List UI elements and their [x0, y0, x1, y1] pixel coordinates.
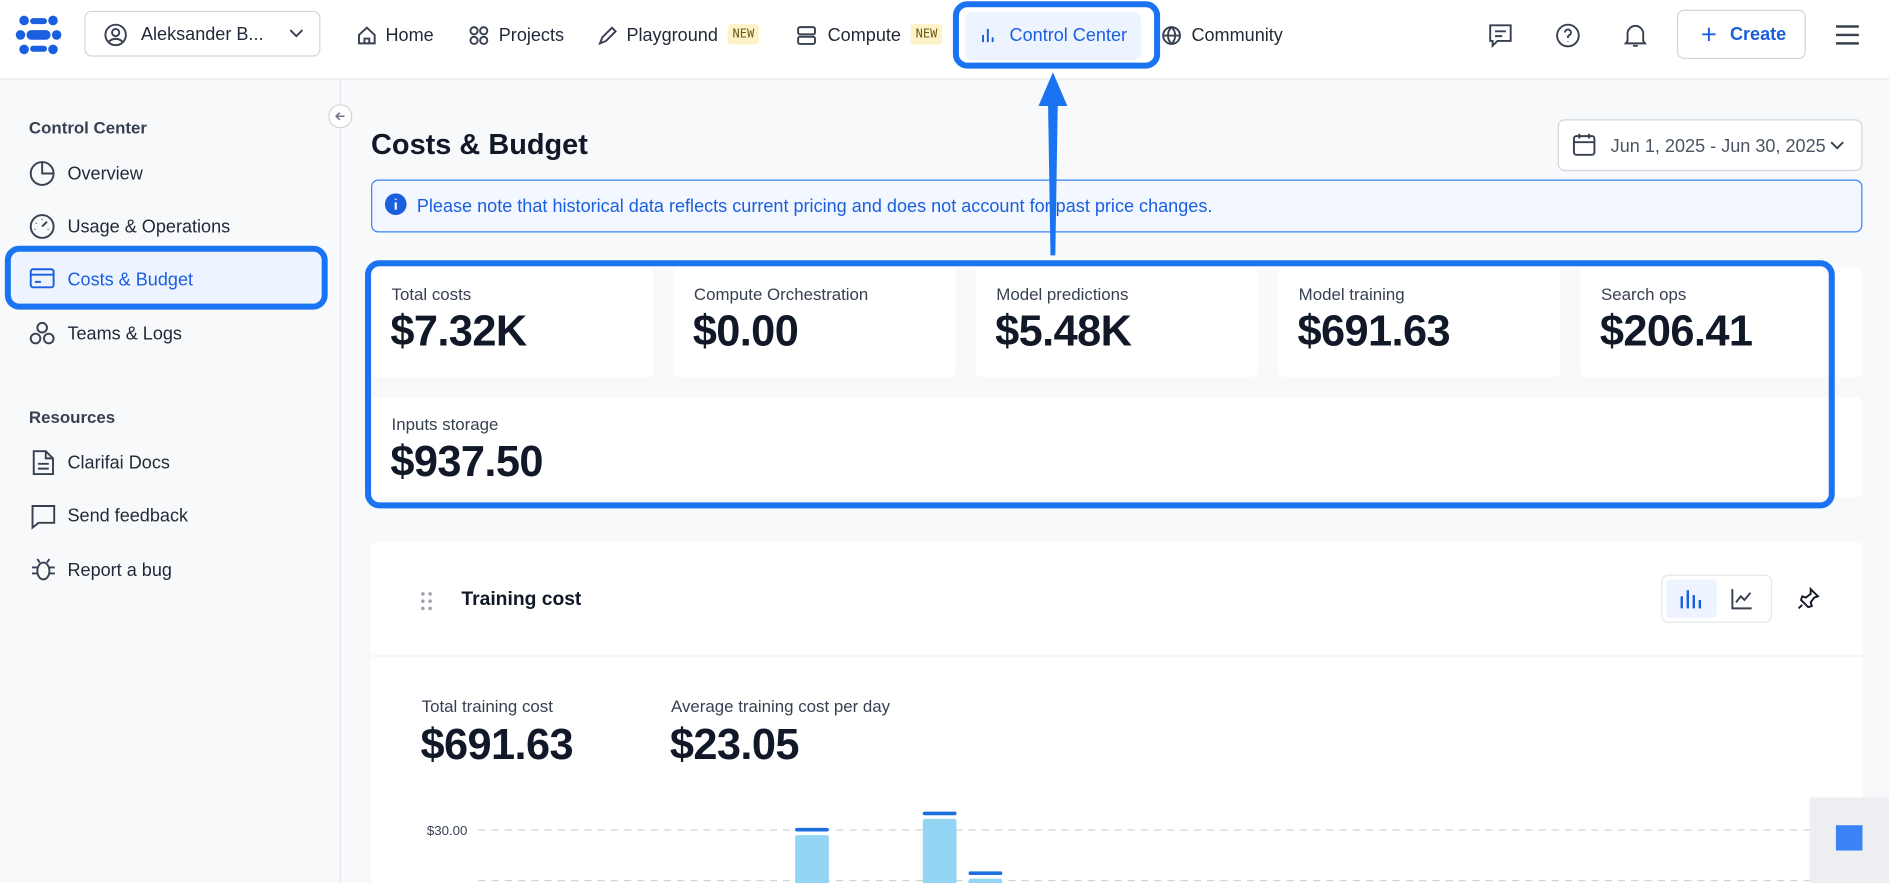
stat-value: $0.00 — [692, 305, 799, 356]
page-title: Costs & Budget — [371, 128, 588, 162]
summary-label: Average training cost per day — [671, 696, 891, 716]
stat-card — [673, 267, 956, 378]
stat-card — [1580, 267, 1863, 378]
summary-value: $23.05 — [669, 719, 800, 769]
summary-value: $691.63 — [420, 719, 574, 769]
stat-card — [1278, 267, 1561, 378]
card-icon — [29, 268, 55, 289]
calendar-icon — [1572, 133, 1596, 156]
nav-item[interactable]: Compute — [827, 25, 901, 46]
stat-label: Compute Orchestration — [693, 284, 869, 304]
notice-banner — [371, 179, 1863, 233]
chevron — [1830, 141, 1844, 150]
nav-item[interactable]: Community — [1191, 25, 1283, 46]
user-icon — [104, 23, 127, 47]
home-icon — [358, 26, 376, 45]
bar — [795, 835, 829, 883]
create-label: Create — [1729, 24, 1787, 45]
nav-item[interactable]: Playground — [626, 25, 718, 46]
projects-icon — [469, 26, 489, 45]
view-toggle — [1661, 574, 1773, 623]
active-tab — [964, 12, 1141, 61]
create-button[interactable] — [1676, 9, 1806, 60]
bar — [968, 878, 1003, 883]
sidebar-heading: Resources — [28, 407, 116, 427]
bug-icon — [31, 558, 55, 581]
menu-icon[interactable] — [1835, 24, 1860, 46]
nav-item[interactable]: Control Center — [1009, 25, 1128, 46]
stat-card — [975, 267, 1258, 378]
nav-item[interactable]: Projects — [498, 25, 565, 46]
training-panel — [371, 542, 1863, 883]
pin-icon[interactable] — [1796, 586, 1820, 611]
stat-value: $5.48K — [995, 305, 1132, 356]
line-view-button[interactable] — [1730, 587, 1754, 611]
stat-label: Inputs storage — [391, 414, 499, 434]
bar-view-button[interactable] — [1666, 579, 1717, 619]
compute-icon — [797, 26, 816, 45]
stat-label: Total costs — [391, 284, 472, 304]
bar-cap — [795, 827, 829, 832]
sidebar-item[interactable]: Clarifai Docs — [67, 452, 170, 474]
stat-value: $206.41 — [1599, 305, 1753, 356]
date-picker[interactable] — [1557, 119, 1863, 172]
bar-cap — [968, 871, 1003, 875]
user-name: Aleksander B... — [140, 24, 264, 45]
stat-card — [371, 397, 1863, 498]
usage-icon — [29, 214, 55, 239]
docs-icon — [32, 450, 54, 476]
collapse-button[interactable] — [328, 104, 353, 129]
stat-value: $7.32K — [390, 305, 527, 356]
bar-icon — [1680, 590, 1702, 609]
stat-value: $691.63 — [1297, 305, 1451, 356]
feedback-icon — [31, 505, 56, 530]
chat-icon[interactable] — [1488, 23, 1513, 49]
info-icon — [384, 193, 407, 216]
overview-icon — [29, 161, 55, 186]
highlight-box — [365, 260, 1835, 509]
top-nav: Aleksander B... Home Projects Playground… — [0, 0, 1889, 80]
help-icon[interactable] — [1555, 23, 1580, 48]
chevron — [289, 29, 304, 38]
stat-value: $937.50 — [390, 436, 543, 486]
plus-icon — [1702, 27, 1716, 41]
sidebar-item[interactable]: Usage & Operations — [67, 216, 231, 238]
sidebar-item[interactable]: Send feedback — [67, 505, 189, 527]
bar-cap — [922, 811, 957, 816]
community-icon — [1162, 26, 1181, 45]
summary-label: Total training cost — [421, 696, 553, 716]
control-icon — [982, 28, 994, 43]
teams-icon — [29, 321, 55, 345]
new-badge: NEW — [910, 24, 943, 45]
sidebar — [0, 79, 341, 883]
sidebar-item[interactable]: Report a bug — [67, 560, 172, 581]
floating-button[interactable] — [1835, 825, 1863, 851]
new-badge: NEW — [727, 24, 760, 45]
bar — [922, 818, 957, 883]
sidebar-item[interactable]: Teams & Logs — [67, 324, 182, 345]
divider — [371, 655, 1863, 657]
sidebar-item[interactable]: Costs & Budget — [67, 269, 194, 291]
playground-icon — [598, 26, 617, 46]
y-tick-label: $30.00 — [427, 823, 468, 838]
nav-item[interactable]: Home — [385, 25, 434, 46]
active-item-highlight — [4, 245, 328, 310]
logo[interactable] — [15, 14, 62, 55]
user-dropdown[interactable] — [84, 10, 321, 57]
date-range: Jun 1, 2025 - Jun 30, 2025 — [1610, 136, 1826, 157]
stat-label: Search ops — [1601, 284, 1687, 304]
notice-text: Please note that historical data reflect… — [416, 196, 1213, 217]
stat-label: Model training — [1298, 284, 1405, 304]
panel-title: Training cost — [461, 589, 582, 610]
sidebar-item[interactable]: Overview — [67, 163, 143, 185]
stat-label: Model predictions — [996, 284, 1129, 304]
drag-handle[interactable] — [419, 590, 433, 612]
stat-card — [371, 267, 653, 378]
bell-icon[interactable] — [1623, 23, 1648, 48]
highlight-box — [952, 1, 1161, 69]
sidebar-heading: Control Center — [28, 118, 147, 138]
